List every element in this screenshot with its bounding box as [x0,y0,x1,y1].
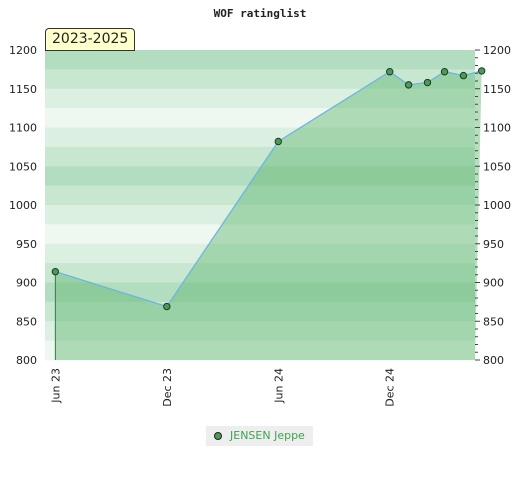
period-label: 2023-2025 [45,28,136,51]
y-tick-label-left: 1200 [9,44,37,57]
background-band [45,88,475,109]
y-tick-label-left: 900 [16,277,37,290]
x-axis: Jun 23 Dec 23 Jun 24 Dec 24 [49,368,396,407]
y-tick-label-right: 1150 [483,83,511,96]
left-y-axis: 800 850 900 950 1000 1050 1100 1150 1200 [9,44,37,367]
background-band [45,263,475,283]
background-band [45,321,475,342]
y-tick-label-left: 1150 [9,83,37,96]
background-band [45,108,475,128]
background-band [45,205,475,225]
background-band [45,166,475,187]
data-point [163,302,171,311]
x-tick-label: Dec 23 [161,368,174,407]
y-tick-label-left: 800 [16,354,37,367]
plot-background-bands [45,50,475,361]
y-tick-label-left: 1050 [9,160,37,173]
y-tick-label-left: 950 [16,238,37,251]
y-tick-label-right: 1100 [483,122,511,135]
background-band [45,282,475,303]
y-tick-label-right: 950 [483,238,504,251]
y-tick-label-right: 1200 [483,44,511,57]
background-band [45,224,475,245]
legend[interactable]: JENSEN Jeppe [206,426,313,446]
data-point [440,68,449,76]
y-tick-label-left: 1000 [9,199,37,212]
data-point [459,71,468,80]
series-area [54,70,482,361]
y-tick-label-right: 850 [483,315,504,328]
y-tick-label-left: 1100 [9,122,37,135]
data-point [477,67,486,75]
y-tick-label-right: 900 [483,277,504,290]
x-tick-label: Jun 24 [272,368,285,404]
background-band [45,127,475,148]
background-band [45,340,475,361]
y-tick-label-right: 1000 [483,199,511,212]
background-band [45,243,475,264]
legend-label: JENSEN Jeppe [230,429,305,442]
data-point [51,267,60,276]
data-point [404,81,413,89]
right-y-axis: 800 850 900 950 1000 1050 1100 1150 1200 [475,44,511,367]
background-band [45,301,475,322]
background-band [45,69,475,90]
chart-title: WOF ratinglist [214,7,307,20]
y-tick-label-left: 850 [16,315,37,328]
data-point [423,78,432,87]
data-point [274,137,282,146]
y-tick-label-right: 1050 [483,160,511,173]
series-area-fill [55,70,482,361]
background-band [45,185,475,206]
y-tick-label-right: 800 [483,354,504,367]
legend-marker-icon [214,432,222,440]
x-tick-label: Dec 24 [384,368,397,407]
data-point [386,68,394,76]
background-band [45,146,475,167]
background-band [45,50,475,70]
series-points [51,67,486,311]
x-tick-label: Jun 23 [49,368,62,404]
